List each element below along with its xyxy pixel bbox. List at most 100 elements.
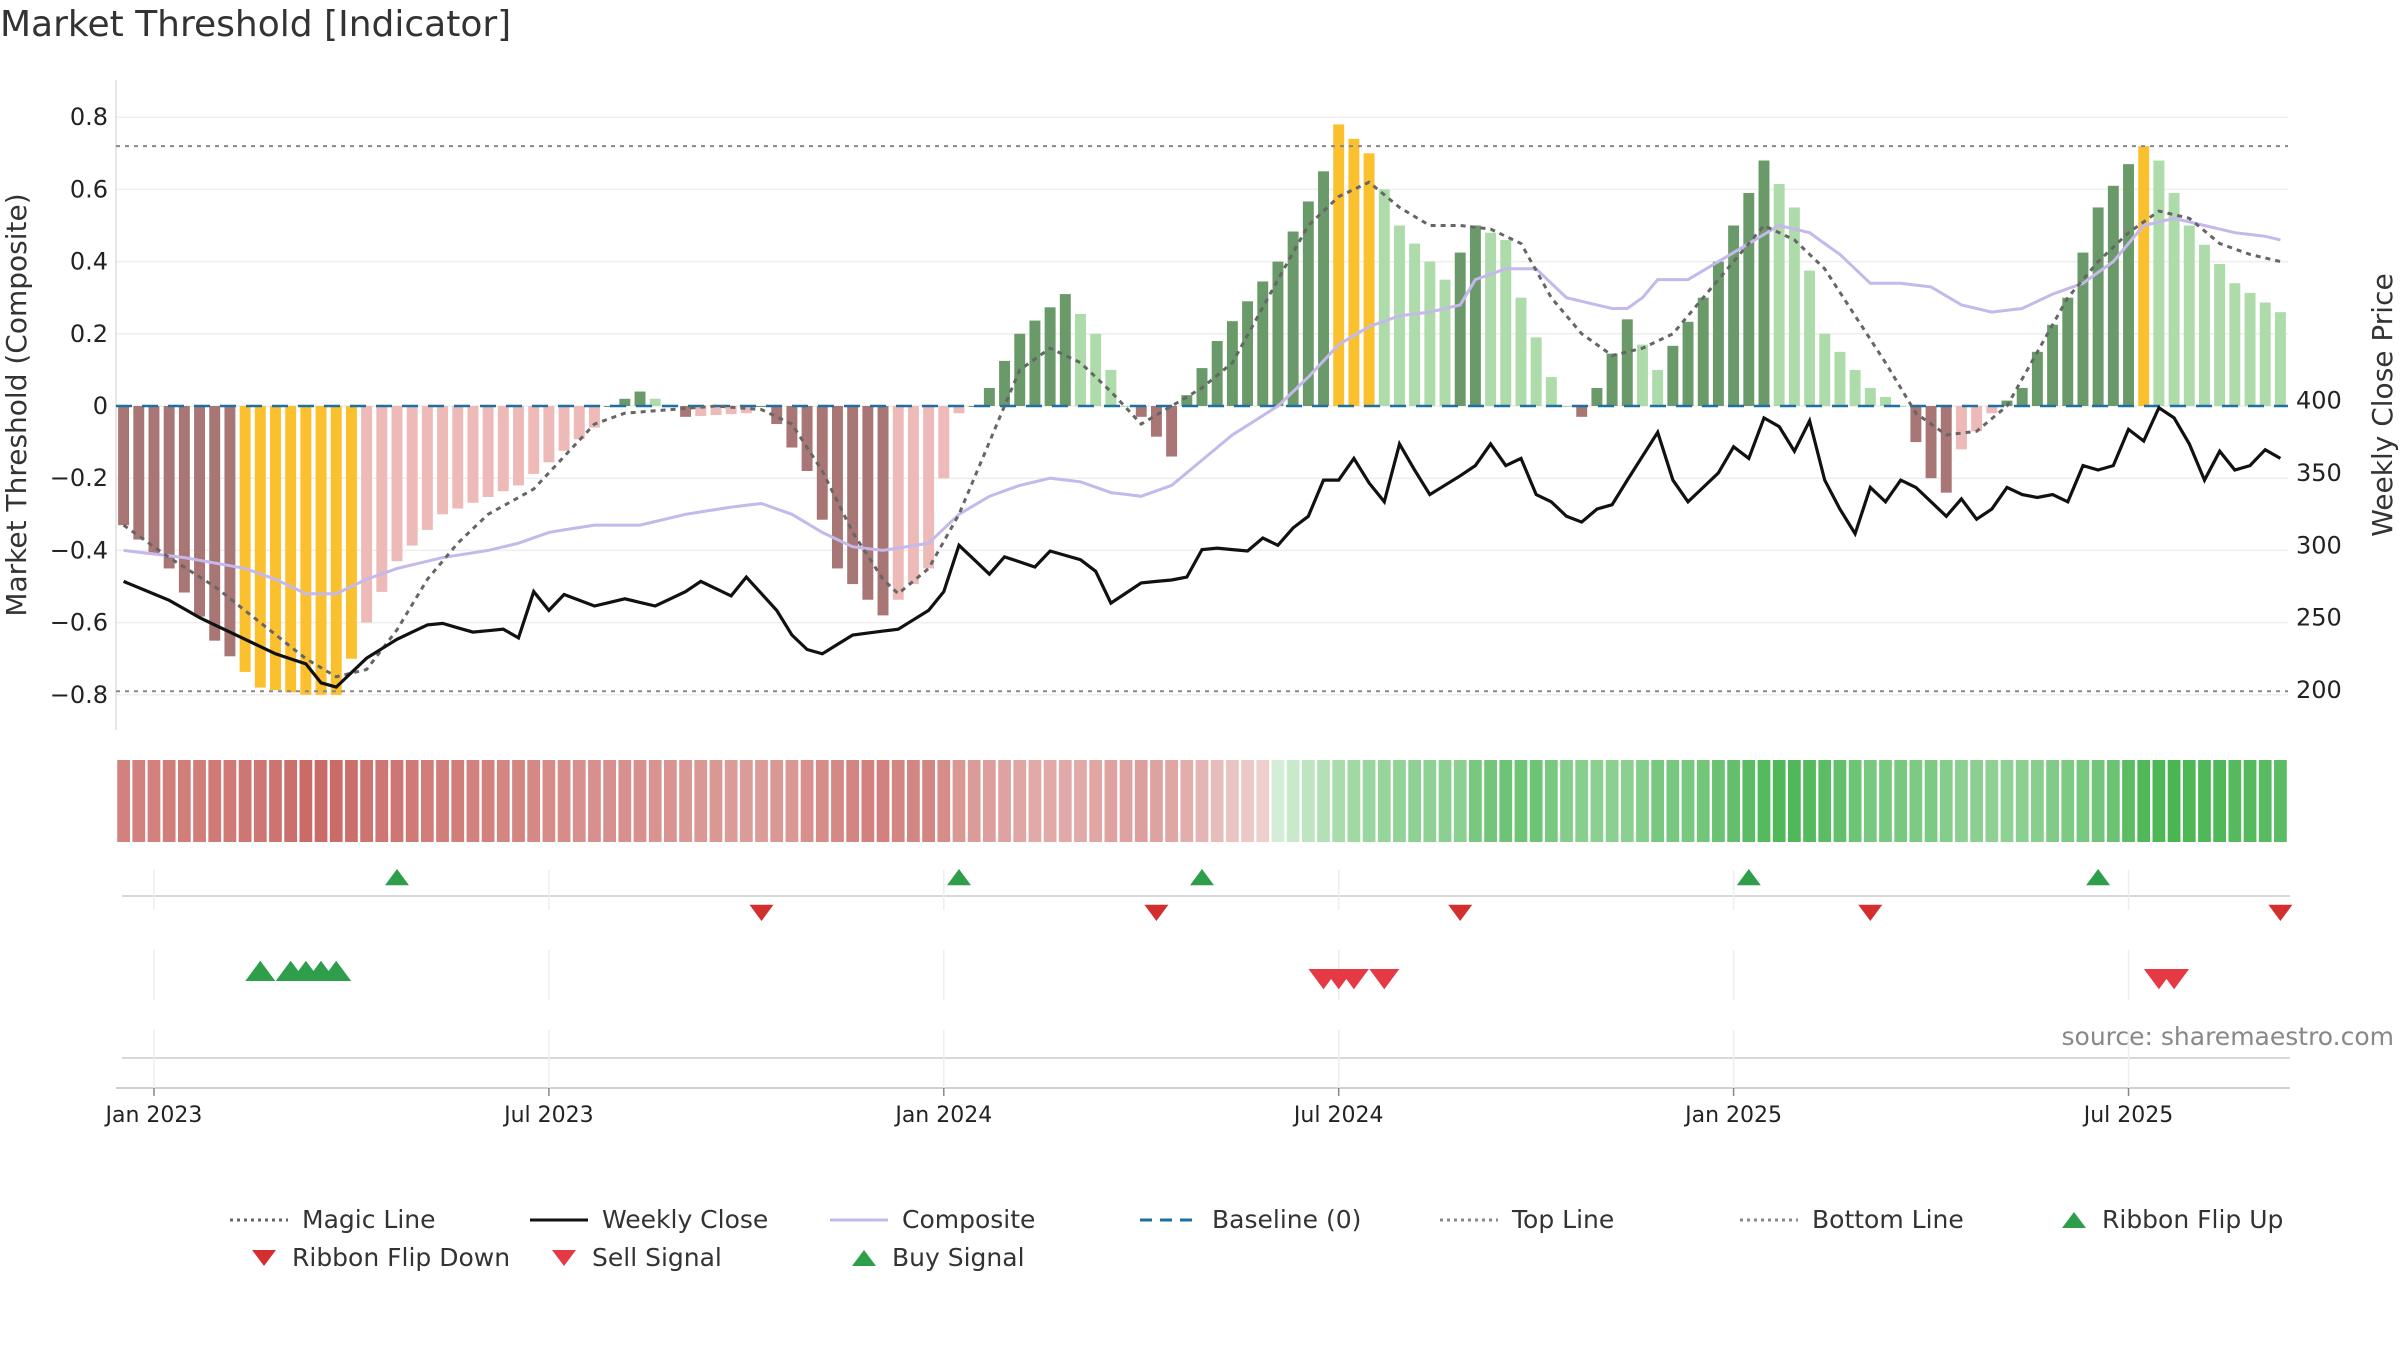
ribbon-cell	[1727, 760, 1740, 842]
ribbon-cell	[1681, 760, 1695, 842]
ribbon-cell	[496, 760, 510, 842]
ribbon-cell	[755, 760, 768, 842]
ribbon-cell	[1848, 760, 1862, 842]
ribbon-cell	[177, 760, 191, 842]
ribbon-cell	[1423, 760, 1437, 842]
ribbon-cell	[512, 760, 525, 842]
composite-bar	[178, 406, 190, 593]
composite-bar	[1029, 320, 1041, 406]
ribbon-cell	[785, 760, 799, 842]
ribbon-cell	[1256, 760, 1270, 842]
ribbon-cell	[284, 760, 298, 842]
ribbon-cell	[891, 760, 905, 842]
ribbon-cell	[2228, 760, 2242, 842]
composite-bar	[1697, 297, 1709, 406]
ribbon-cell	[2274, 760, 2287, 842]
y-left-tick-label: −0.6	[50, 609, 108, 637]
composite-bar	[1606, 353, 1618, 406]
ribbon-flip-down-marker	[1144, 904, 1169, 921]
composite-bar	[2092, 207, 2104, 406]
composite-bar	[1257, 281, 1269, 406]
ribbon-cell	[405, 760, 419, 842]
ribbon-cell	[193, 760, 206, 842]
ribbon-cell	[481, 760, 495, 842]
composite-bar	[1059, 294, 1071, 406]
composite-bar	[1090, 333, 1102, 406]
ribbon-cell	[1043, 760, 1057, 842]
composite-bar	[1880, 396, 1891, 406]
composite-bar	[1895, 406, 1907, 407]
legend-label: Ribbon Flip Down	[292, 1243, 511, 1272]
y-right-tick-label: 200	[2296, 676, 2342, 704]
ribbon-cell	[664, 760, 677, 842]
ribbon-cell	[557, 760, 571, 842]
composite-bar	[513, 406, 524, 486]
ribbon-cell	[2152, 760, 2166, 842]
ribbon-cell	[2213, 760, 2227, 842]
legend-label: Sell Signal	[592, 1243, 722, 1272]
ribbon-cell	[876, 760, 890, 842]
ribbon-cell	[2076, 760, 2090, 842]
ribbon-cell	[1210, 760, 1224, 842]
ribbon-cell	[1089, 760, 1103, 842]
legend-item-composite: Composite	[830, 1205, 1035, 1234]
ribbon-cell	[1560, 760, 1573, 842]
sell-signal-marker	[1369, 969, 1400, 990]
ribbon-cell	[846, 760, 860, 842]
y-right-tick-label: 300	[2296, 531, 2342, 559]
ribbon-cell	[436, 760, 449, 842]
y-left-tick-label: −0.4	[50, 536, 108, 564]
ribbon-cell	[253, 760, 267, 842]
composite-bar	[1667, 345, 1679, 406]
sell-signal-marker	[2159, 969, 2190, 990]
composite-bar	[1166, 406, 1178, 457]
composite-bar	[1515, 297, 1527, 406]
ribbon-cell	[618, 760, 632, 842]
ribbon-cell	[1347, 760, 1361, 842]
legend-item-top-line: Top Line	[1440, 1205, 1614, 1234]
legend: Magic Line Weekly Close Composite Baseline …	[230, 1205, 2370, 1295]
composite-bar	[604, 406, 616, 407]
composite-bar	[634, 391, 646, 406]
composite-bar	[497, 406, 509, 492]
composite-bar	[406, 406, 418, 546]
ribbon-cell	[2031, 760, 2044, 842]
ribbon-flip-down-marker	[1448, 904, 1473, 921]
y-left-tick-label: 0.2	[70, 320, 108, 348]
legend-label: Weekly Close	[602, 1205, 769, 1234]
ribbon-cell	[329, 760, 343, 842]
ribbon-flip-up-marker	[385, 869, 409, 886]
composite-bar	[224, 406, 236, 657]
ribbon-cell	[1408, 760, 1422, 842]
legend-label: Baseline (0)	[1212, 1205, 1362, 1234]
legend-item-baseline: Baseline (0)	[1140, 1205, 1361, 1234]
ribbon-flip-down-marker	[1858, 904, 1883, 921]
composite-bar	[1242, 301, 1254, 406]
composite-bar	[1986, 406, 1998, 414]
composite-bar	[1834, 351, 1846, 406]
composite-bar	[588, 406, 600, 428]
ribbon-cell	[1955, 760, 1968, 842]
dotted-line-icon	[1740, 1209, 1812, 1231]
dotted-line-icon	[230, 1209, 302, 1231]
composite-bar	[2168, 193, 2180, 406]
composite-bar	[1925, 406, 1937, 479]
ribbon-flip-down-marker	[749, 904, 774, 921]
ribbon-cell	[2122, 760, 2135, 842]
ribbon-cell	[1863, 760, 1877, 842]
light-line-icon	[830, 1209, 902, 1231]
ribbon-cell	[208, 760, 222, 842]
ribbon-cell	[1058, 760, 1072, 842]
composite-bar	[1712, 261, 1724, 406]
x-tick-label: Jul 2023	[502, 1103, 594, 1128]
composite-bar	[619, 398, 631, 406]
composite-bar	[1469, 225, 1481, 406]
composite-bar	[725, 406, 737, 415]
composite-bar	[1150, 406, 1162, 437]
composite-bar	[1637, 344, 1648, 406]
x-tick-label: Jan 2025	[1683, 1103, 1782, 1128]
ribbon-cell	[2015, 760, 2029, 842]
ribbon-cell	[1529, 760, 1543, 842]
ribbon-cell	[2243, 760, 2257, 842]
ribbon-cell	[223, 760, 237, 842]
